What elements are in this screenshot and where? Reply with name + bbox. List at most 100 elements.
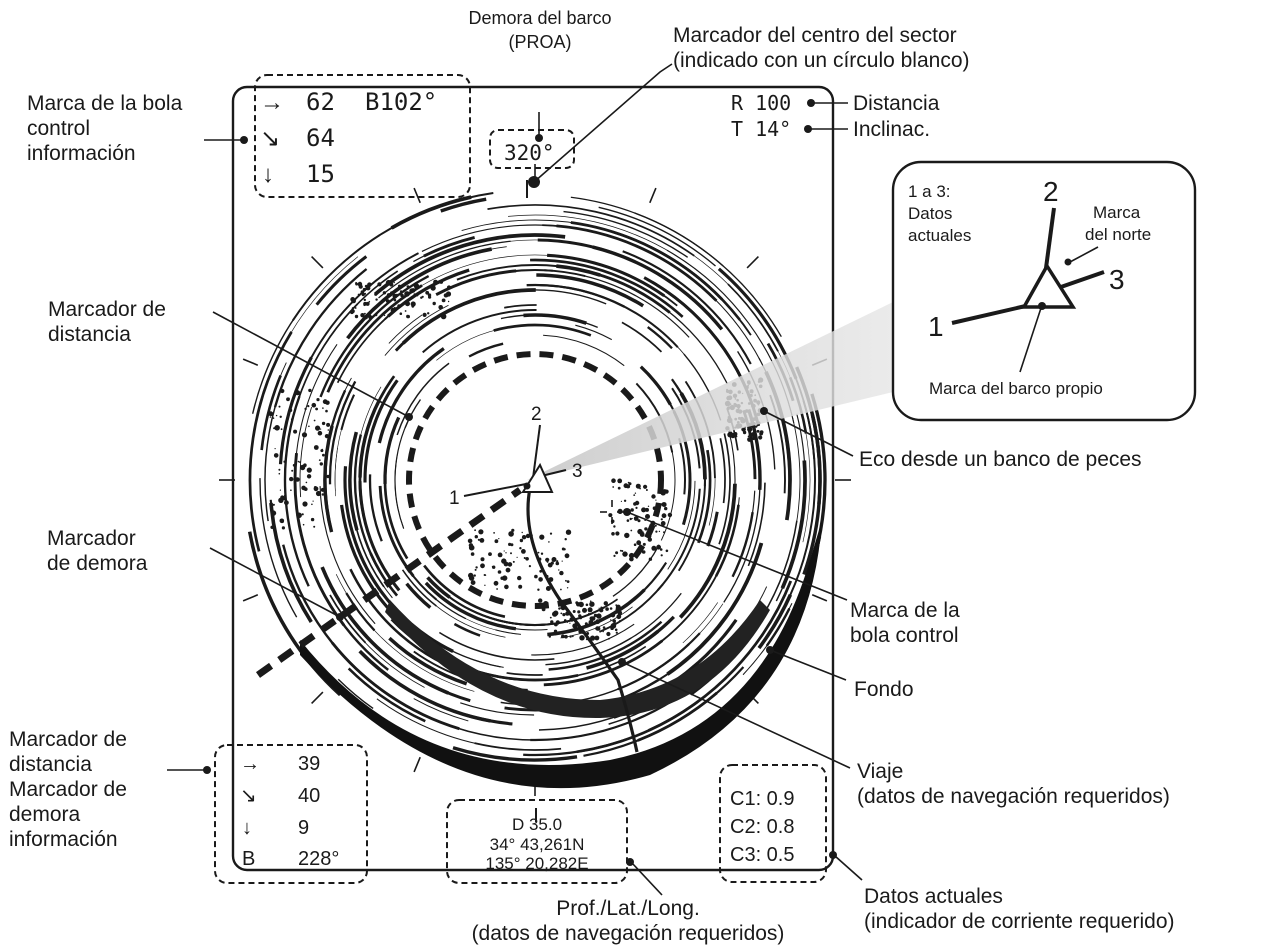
echo-dot (399, 312, 403, 316)
echo-dot (323, 494, 326, 497)
echo-dot (497, 570, 502, 574)
echo-dot (648, 557, 653, 561)
echo-arc (647, 326, 673, 350)
echo-dot (641, 507, 647, 513)
echo-dot (400, 293, 404, 298)
echo-dot (548, 635, 551, 638)
echo-dot (741, 427, 746, 432)
echo-dot (430, 285, 436, 291)
echo-dot (395, 293, 399, 297)
bearing-marker-line (255, 487, 523, 678)
echo-dot (636, 540, 642, 546)
echo-dot (545, 557, 550, 562)
rb-row4-label: B (242, 848, 255, 870)
echo-dot (545, 586, 551, 591)
callout-own-ship: Marca del barco propio (929, 379, 1103, 398)
echo-arc (542, 224, 585, 231)
echo-arc (619, 592, 682, 645)
echo-dot (306, 467, 312, 473)
echo-dot (320, 449, 324, 453)
echo-dot (578, 615, 583, 620)
echo-dot (274, 425, 280, 431)
echo-dot (269, 416, 272, 418)
echo-dot (623, 499, 627, 502)
echo-dot (660, 521, 666, 526)
echo-dot (441, 298, 446, 303)
callout-title-1: 1 a 3: (908, 182, 951, 201)
echo-dot (614, 628, 618, 632)
echo-dot (655, 499, 657, 501)
echo-arc (310, 252, 419, 359)
echo-arc (495, 629, 521, 635)
echo-dot (590, 635, 596, 641)
echo-dot (496, 588, 498, 590)
echo-dot (385, 299, 390, 303)
echo-dot (582, 607, 587, 613)
nav-data-box (446, 799, 628, 884)
echo-dot (618, 620, 621, 623)
echo-dot (470, 552, 475, 556)
label-tilt: Inclinac. (853, 118, 930, 141)
echo-dot (278, 405, 281, 408)
echo-dot (508, 542, 512, 547)
echo-arc (583, 666, 745, 757)
bottom-echo-inner (385, 600, 770, 719)
echo-dot (279, 415, 282, 418)
echo-dot (553, 629, 558, 633)
echo-dot (539, 569, 543, 573)
echo-dot (595, 626, 600, 631)
echo-arc (668, 239, 778, 351)
echo-arc (574, 273, 690, 338)
echo-arc (347, 667, 426, 723)
echo-dot (320, 487, 325, 492)
echo-dot (549, 532, 553, 535)
callout-title-3: actuales (908, 226, 971, 245)
echo-dot (655, 530, 658, 533)
echo-dot (467, 538, 473, 544)
echo-dot (614, 610, 617, 612)
echo-arc (543, 334, 625, 367)
echo-arc (531, 623, 635, 656)
echo-dot (295, 390, 301, 396)
echo-dot (351, 307, 355, 310)
echo-arc (682, 602, 719, 644)
echo-dot (553, 610, 559, 616)
echo-dot (561, 560, 563, 562)
echo-dot (302, 523, 305, 526)
echo-arc (434, 604, 506, 638)
echo-dot (310, 517, 315, 522)
echo-dot (326, 422, 331, 427)
echo-dot (474, 535, 478, 539)
echo-arc (438, 631, 555, 661)
echo-arc (319, 486, 376, 625)
echo-dot (505, 567, 511, 573)
echo-dot (647, 505, 650, 507)
echo-arc (719, 438, 726, 504)
echo-dot (494, 539, 499, 544)
echo-dot (664, 506, 668, 511)
echo-dot (272, 503, 275, 506)
echo-dot (362, 287, 367, 292)
echo-dot (313, 445, 319, 450)
echo-dot (281, 526, 285, 530)
echo-arc (373, 571, 393, 599)
echo-dot (519, 538, 524, 543)
label-fish-school: Eco desde un banco de peces (859, 448, 1142, 471)
echo-dot (278, 497, 284, 503)
echo-dot (615, 631, 618, 634)
label-track-1: Viaje (857, 760, 903, 783)
echo-dot (322, 399, 328, 405)
echo-dot (268, 411, 273, 417)
echo-dot (748, 434, 750, 436)
echo-dot (616, 614, 622, 620)
echo-dot (661, 502, 666, 507)
echo-dot (430, 284, 432, 286)
echo-dot (351, 309, 355, 314)
echo-dot (631, 517, 633, 520)
echo-arc (394, 416, 411, 529)
echo-dot (569, 635, 572, 638)
echo-dot (610, 619, 612, 621)
echo-dot (585, 603, 589, 607)
label-range: Distancia (853, 92, 940, 115)
echo-arc (731, 511, 754, 578)
